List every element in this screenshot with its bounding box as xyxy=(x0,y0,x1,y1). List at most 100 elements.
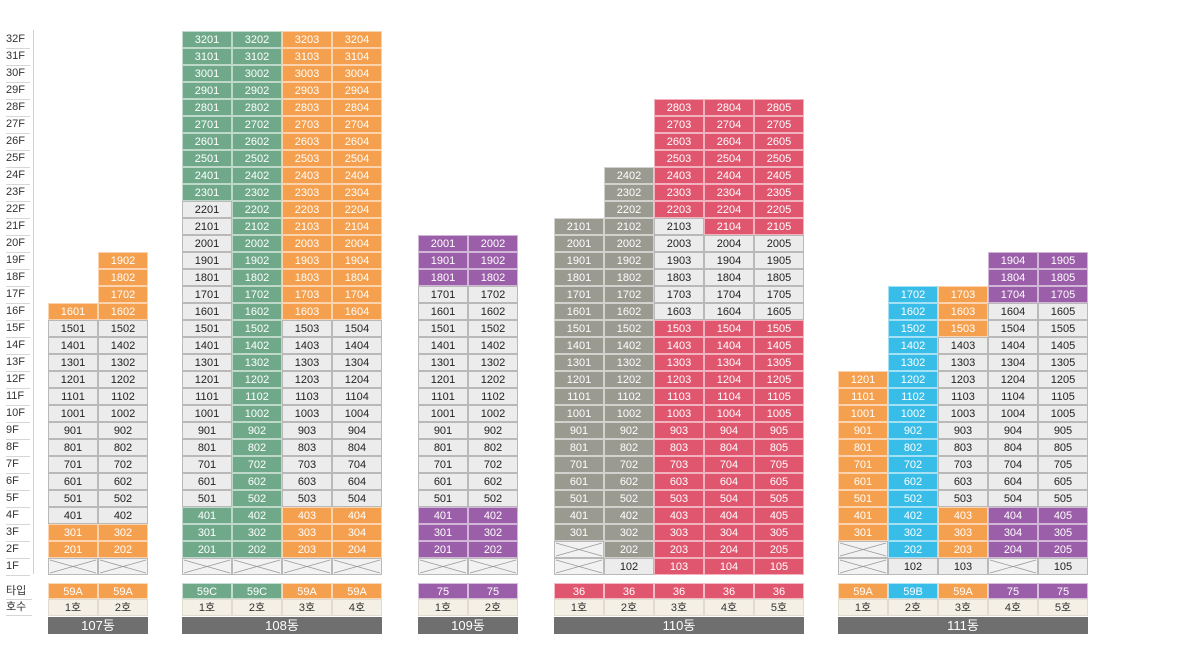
unit-cell[interactable]: 1502 xyxy=(888,320,938,337)
unit-cell[interactable]: 701 xyxy=(418,456,468,473)
pilotis-cell[interactable] xyxy=(282,558,332,575)
unit-cell[interactable]: 602 xyxy=(468,473,518,490)
unit-cell[interactable]: 2403 xyxy=(282,167,332,184)
unit-cell[interactable]: 2202 xyxy=(232,201,282,218)
unit-cell[interactable]: 2504 xyxy=(332,150,382,167)
pilotis-cell[interactable] xyxy=(332,558,382,575)
unit-cell[interactable]: 1503 xyxy=(282,320,332,337)
unit-cell[interactable]: 1204 xyxy=(704,371,754,388)
unit-cell[interactable]: 502 xyxy=(888,490,938,507)
unit-cell[interactable]: 2405 xyxy=(754,167,804,184)
unit-cell[interactable]: 103 xyxy=(654,558,704,575)
unit-cell[interactable]: 302 xyxy=(232,524,282,541)
unit-cell[interactable]: 803 xyxy=(654,439,704,456)
unit-cell[interactable]: 401 xyxy=(838,507,888,524)
unit-cell[interactable]: 2903 xyxy=(282,82,332,99)
unit-cell[interactable]: 1703 xyxy=(938,286,988,303)
unit-cell[interactable]: 1601 xyxy=(48,303,98,320)
unit-cell[interactable]: 801 xyxy=(418,439,468,456)
unit-cell[interactable]: 804 xyxy=(704,439,754,456)
unit-cell[interactable]: 1804 xyxy=(704,269,754,286)
unit-cell[interactable]: 3003 xyxy=(282,65,332,82)
unit-cell[interactable]: 1404 xyxy=(988,337,1038,354)
unit-cell[interactable]: 1205 xyxy=(1038,371,1088,388)
unit-cell[interactable]: 902 xyxy=(888,422,938,439)
unit-cell[interactable]: 1002 xyxy=(468,405,518,422)
unit-cell[interactable]: 2101 xyxy=(554,218,604,235)
unit-cell[interactable]: 1801 xyxy=(182,269,232,286)
unit-cell[interactable]: 1102 xyxy=(232,388,282,405)
unit-cell[interactable]: 1101 xyxy=(182,388,232,405)
unit-cell[interactable]: 803 xyxy=(282,439,332,456)
unit-cell[interactable]: 203 xyxy=(654,541,704,558)
unit-cell[interactable]: 1202 xyxy=(98,371,148,388)
unit-cell[interactable]: 705 xyxy=(1038,456,1088,473)
unit-cell[interactable]: 701 xyxy=(554,456,604,473)
unit-cell[interactable]: 403 xyxy=(654,507,704,524)
unit-cell[interactable]: 1205 xyxy=(754,371,804,388)
unit-cell[interactable]: 3104 xyxy=(332,48,382,65)
unit-cell[interactable]: 303 xyxy=(282,524,332,541)
unit-cell[interactable]: 2005 xyxy=(754,235,804,252)
unit-cell[interactable]: 2902 xyxy=(232,82,282,99)
unit-cell[interactable]: 503 xyxy=(282,490,332,507)
unit-cell[interactable]: 1201 xyxy=(48,371,98,388)
unit-cell[interactable]: 2802 xyxy=(232,99,282,116)
unit-cell[interactable]: 402 xyxy=(468,507,518,524)
unit-cell[interactable]: 604 xyxy=(332,473,382,490)
unit-cell[interactable]: 2503 xyxy=(654,150,704,167)
unit-cell[interactable]: 1102 xyxy=(888,388,938,405)
unit-cell[interactable]: 2103 xyxy=(654,218,704,235)
unit-cell[interactable]: 805 xyxy=(754,439,804,456)
unit-cell[interactable]: 1701 xyxy=(418,286,468,303)
unit-cell[interactable]: 401 xyxy=(418,507,468,524)
unit-cell[interactable]: 403 xyxy=(282,507,332,524)
unit-cell[interactable]: 505 xyxy=(754,490,804,507)
unit-cell[interactable]: 802 xyxy=(604,439,654,456)
unit-cell[interactable]: 1502 xyxy=(98,320,148,337)
unit-cell[interactable]: 2004 xyxy=(332,235,382,252)
unit-cell[interactable]: 1101 xyxy=(554,388,604,405)
unit-cell[interactable]: 304 xyxy=(332,524,382,541)
unit-cell[interactable]: 2304 xyxy=(704,184,754,201)
unit-cell[interactable]: 804 xyxy=(988,439,1038,456)
unit-cell[interactable]: 1005 xyxy=(754,405,804,422)
unit-cell[interactable]: 2402 xyxy=(232,167,282,184)
unit-cell[interactable]: 1001 xyxy=(838,405,888,422)
unit-cell[interactable]: 1002 xyxy=(232,405,282,422)
unit-cell[interactable]: 604 xyxy=(988,473,1038,490)
unit-cell[interactable]: 1903 xyxy=(654,252,704,269)
unit-cell[interactable]: 302 xyxy=(604,524,654,541)
unit-cell[interactable]: 402 xyxy=(604,507,654,524)
unit-cell[interactable]: 801 xyxy=(838,439,888,456)
unit-cell[interactable]: 1104 xyxy=(988,388,1038,405)
unit-cell[interactable]: 2502 xyxy=(232,150,282,167)
unit-cell[interactable]: 302 xyxy=(468,524,518,541)
unit-cell[interactable]: 702 xyxy=(468,456,518,473)
unit-cell[interactable]: 1001 xyxy=(418,405,468,422)
unit-cell[interactable]: 1401 xyxy=(48,337,98,354)
unit-cell[interactable]: 1102 xyxy=(604,388,654,405)
unit-cell[interactable]: 1902 xyxy=(232,252,282,269)
unit-cell[interactable]: 802 xyxy=(98,439,148,456)
unit-cell[interactable]: 1201 xyxy=(182,371,232,388)
unit-cell[interactable]: 104 xyxy=(704,558,754,575)
unit-cell[interactable]: 1103 xyxy=(282,388,332,405)
unit-cell[interactable]: 704 xyxy=(704,456,754,473)
unit-cell[interactable]: 204 xyxy=(704,541,754,558)
pilotis-cell[interactable] xyxy=(988,558,1038,575)
unit-cell[interactable]: 401 xyxy=(48,507,98,524)
unit-cell[interactable]: 1802 xyxy=(232,269,282,286)
unit-cell[interactable]: 601 xyxy=(554,473,604,490)
unit-cell[interactable]: 1601 xyxy=(418,303,468,320)
unit-cell[interactable]: 2501 xyxy=(182,150,232,167)
unit-cell[interactable]: 1401 xyxy=(554,337,604,354)
unit-cell[interactable]: 1301 xyxy=(48,354,98,371)
unit-cell[interactable]: 2001 xyxy=(182,235,232,252)
unit-cell[interactable]: 1502 xyxy=(604,320,654,337)
unit-cell[interactable]: 901 xyxy=(48,422,98,439)
unit-cell[interactable]: 1405 xyxy=(1038,337,1088,354)
unit-cell[interactable]: 1705 xyxy=(754,286,804,303)
unit-cell[interactable]: 2803 xyxy=(282,99,332,116)
unit-cell[interactable]: 602 xyxy=(604,473,654,490)
